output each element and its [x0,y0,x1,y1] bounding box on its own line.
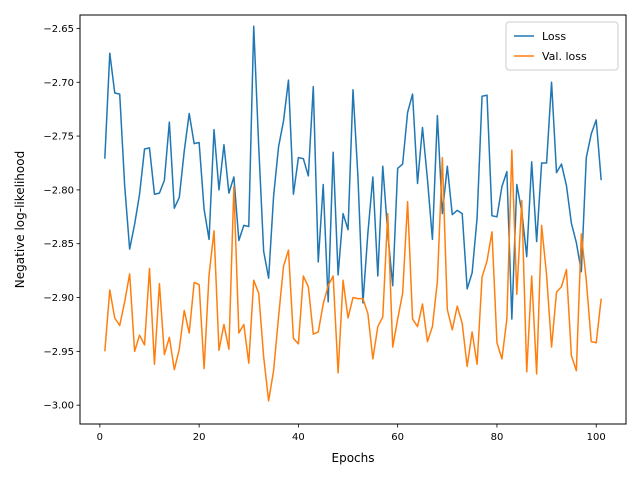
series-line-2 [104,149,602,402]
legend-label-1: Loss [542,30,566,43]
x-tick-label: 0 [97,432,103,443]
x-tick-label: 40 [292,432,305,443]
legend-label-2: Val. loss [542,50,587,63]
x-tick-label: 100 [587,432,606,443]
y-tick-label: −2.65 [43,24,74,35]
y-tick-label: −2.90 [43,293,74,304]
y-tick-label: −2.85 [43,239,74,250]
x-tick-label: 60 [391,432,404,443]
series-line-1 [104,25,602,320]
y-axis-label: Negative log-likelihood [13,151,27,288]
legend-box [505,21,619,71]
y-tick-label: −2.70 [43,78,74,89]
x-axis-ticks: 0 20 40 60 80 100 [97,424,606,443]
y-axis-ticks: −3.00 −2.95 −2.90 −2.85 −2.80 −2.75 −2.70 −2.65 [43,24,80,412]
y-tick-label: −3.00 [43,401,74,412]
x-tick-label: 80 [491,432,504,443]
x-tick-label: 20 [193,432,206,443]
plot-lines [104,25,602,402]
y-tick-label: −2.80 [43,185,74,196]
axes-frame [79,14,627,425]
legend: Loss Val. loss [505,21,619,71]
y-tick-label: −2.75 [43,132,74,143]
y-tick-label: −2.95 [43,347,74,358]
x-axis-label: Epochs [332,451,375,465]
